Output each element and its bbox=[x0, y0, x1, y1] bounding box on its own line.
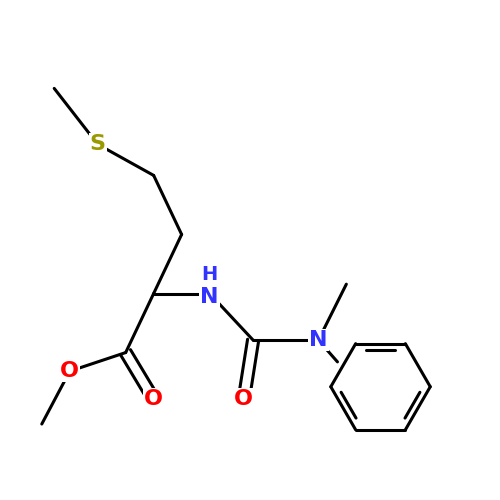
Text: H: H bbox=[202, 266, 218, 284]
Text: N: N bbox=[200, 286, 219, 306]
Text: O: O bbox=[60, 361, 80, 381]
Text: N: N bbox=[309, 330, 328, 350]
Text: O: O bbox=[234, 389, 254, 409]
Text: O: O bbox=[144, 389, 163, 409]
Text: S: S bbox=[90, 134, 106, 154]
